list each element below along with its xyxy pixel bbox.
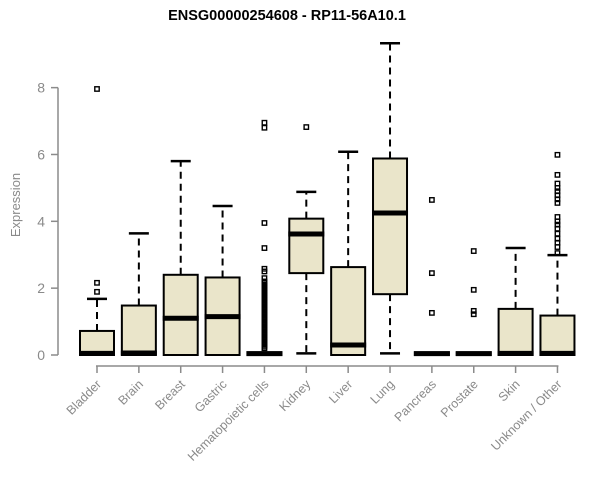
box: [120, 304, 157, 356]
outlier-point: [303, 124, 310, 130]
outlier-point: [428, 197, 435, 203]
outlier-point: [470, 286, 477, 293]
y-axis-tick-label: 0: [37, 347, 45, 363]
outlier-point: [261, 245, 268, 251]
outlier-point: [554, 200, 561, 206]
outlier-point: [554, 171, 561, 178]
box: [162, 273, 199, 356]
x-axis-category-label: Gastric: [192, 377, 230, 415]
outlier-point: [261, 265, 268, 272]
x-axis-category-label: Prostate: [438, 377, 481, 420]
outlier-point: [94, 288, 100, 295]
x-axis-category-label: Unknown / Other: [488, 377, 564, 453]
outlier-point: [554, 151, 561, 158]
outlier-point: [470, 307, 477, 314]
outlier-point: [554, 221, 561, 228]
outlier-point: [470, 311, 477, 318]
outlier-point: [261, 278, 268, 285]
box: [372, 157, 409, 296]
outlier-point: [261, 275, 268, 282]
box: [497, 307, 534, 356]
x-axis-category-label: Breast: [152, 377, 188, 413]
box: [539, 314, 576, 356]
box: [288, 217, 325, 275]
outlier-point: [554, 230, 561, 237]
outlier-point: [94, 86, 100, 92]
outlier-point: [261, 220, 268, 226]
outlier-point: [428, 270, 435, 277]
x-axis-category-label: Liver: [326, 377, 355, 406]
x-axis-category-label: Hematopoietic cells: [185, 377, 272, 464]
y-axis-tick-label: 6: [37, 146, 45, 162]
x-axis-category-label: Brain: [115, 377, 146, 408]
outlier-point: [470, 248, 477, 254]
outlier-point: [94, 279, 100, 286]
outlier-point: [554, 250, 561, 256]
outlier-point: [554, 235, 561, 242]
x-axis-category-label: Lung: [368, 377, 398, 407]
y-axis-tick-label: 8: [37, 80, 45, 96]
y-axis-tick-label: 2: [37, 280, 45, 296]
x-axis-category-label: Skin: [496, 377, 523, 404]
chart-title: ENSG00000254608 - RP11-56A10.1: [168, 8, 406, 24]
box: [330, 266, 367, 357]
x-axis-category-label: Pancreas: [392, 377, 439, 424]
outlier-point: [428, 309, 435, 316]
outlier-point: [554, 214, 561, 220]
y-axis-tick-label: 4: [37, 213, 45, 229]
outlier-point: [554, 188, 561, 195]
x-axis-category-label: Bladder: [64, 377, 104, 417]
outlier-point: [554, 180, 561, 187]
outlier-point: [261, 119, 268, 126]
outlier-point: [261, 124, 268, 131]
x-axis-category-label: Kidney: [276, 377, 313, 414]
